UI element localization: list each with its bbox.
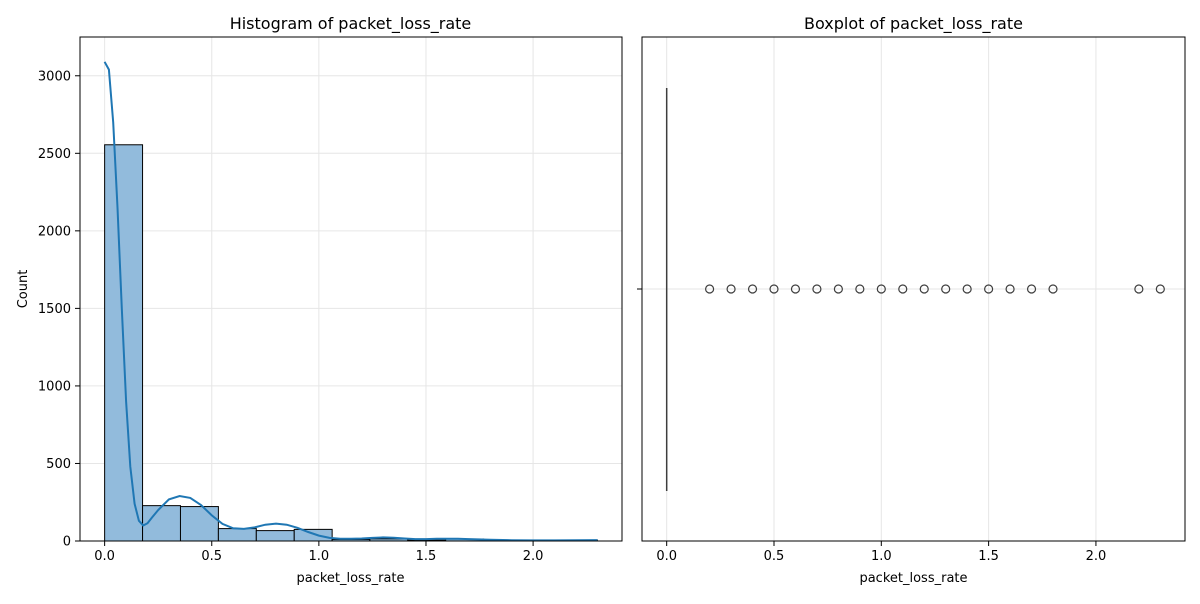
boxplot-panel: Boxplot of packet_loss_rate 0.0 0.5 1.0 1.5… [637,14,1185,586]
histogram-y-tick-label: 1500 [38,302,71,317]
histogram-bar [294,529,332,541]
histogram-x-tick-label: 1.5 [416,549,437,564]
boxplot-grid [642,37,1185,541]
histogram-bar [218,529,256,541]
histogram-y-tick-label: 0 [63,535,71,550]
histogram-bar [180,507,218,541]
boxplot-x-tick-label: 2.0 [1086,549,1107,564]
histogram-bars [105,145,598,541]
histogram-x-ticks: 0.0 0.5 1.0 1.5 2.0 [94,541,543,564]
histogram-title: Histogram of packet_loss_rate [230,14,472,34]
boxplot-x-tick-label: 0.0 [656,549,677,564]
histogram-x-tick-label: 1.0 [309,549,330,564]
histogram-y-tick-label: 2500 [38,147,71,162]
histogram-x-label: packet_loss_rate [296,571,404,586]
histogram-y-tick-label: 2000 [38,224,71,239]
histogram-x-tick-label: 0.5 [201,549,222,564]
histogram-x-tick-label: 2.0 [523,549,544,564]
boxplot-x-tick-label: 1.0 [871,549,892,564]
boxplot-x-tick-label: 1.5 [978,549,999,564]
boxplot-title: Boxplot of packet_loss_rate [804,14,1023,34]
histogram-panel: Histogram of packet_loss_rate 0.0 0.5 1.0 1… [16,14,622,586]
boxplot-x-ticks: 0.0 0.5 1.0 1.5 2.0 [656,541,1106,564]
histogram-y-tick-label: 500 [46,457,71,472]
histogram-kde-curve [105,62,598,541]
histogram-y-tick-label: 3000 [38,69,71,84]
histogram-axes-frame [80,37,622,541]
histogram-grid [80,37,622,541]
histogram-y-label: Count [16,270,31,309]
boxplot-x-label: packet_loss_rate [859,571,967,586]
histogram-y-tick-label: 1000 [38,379,71,394]
histogram-y-ticks: 0 500 1000 1500 2000 2500 3000 [38,69,80,549]
histogram-bar [256,531,294,541]
histogram-x-tick-label: 0.0 [94,549,115,564]
boxplot-x-tick-label: 0.5 [764,549,785,564]
